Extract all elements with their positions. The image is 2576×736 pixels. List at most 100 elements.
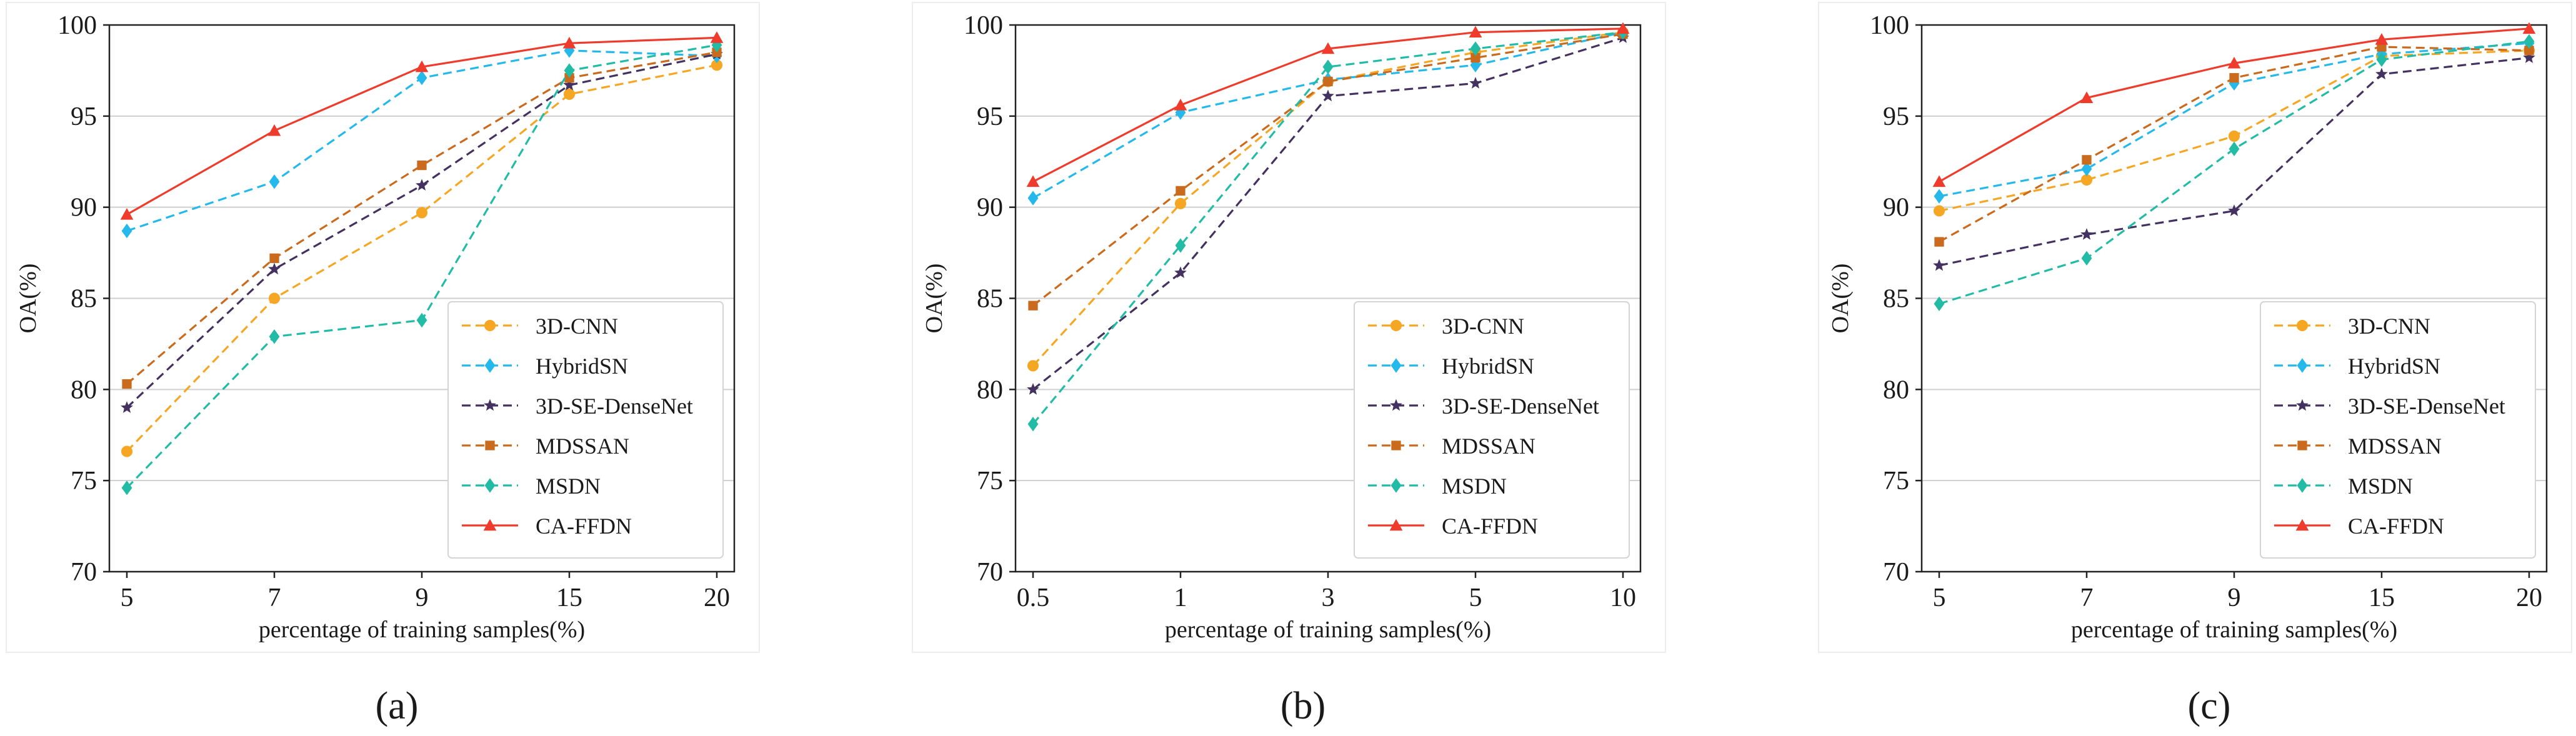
data-point bbox=[268, 292, 281, 304]
legend-marker bbox=[2295, 519, 2309, 531]
y-tick-label: 95 bbox=[71, 102, 97, 131]
y-tick-label: 100 bbox=[1870, 11, 1909, 40]
legend-marker bbox=[484, 319, 496, 332]
legend-marker bbox=[1389, 519, 1403, 531]
chart-panel: 70 75 80 85 90 95 100 0.5 1 3 5 10 percentage of tra… bbox=[912, 2, 1666, 727]
data-point bbox=[1322, 89, 1334, 102]
data-point bbox=[416, 207, 428, 219]
data-point bbox=[1026, 175, 1040, 187]
y-tick-label: 75 bbox=[1883, 467, 1909, 495]
y-tick-label: 95 bbox=[977, 102, 1003, 131]
series-3d-cnn bbox=[121, 59, 723, 457]
data-point bbox=[415, 60, 429, 72]
legend-item: MSDN bbox=[462, 474, 601, 499]
x-axis-label: percentage of training samples(%) bbox=[259, 617, 585, 643]
x-tick-label: 10 bbox=[1610, 584, 1636, 612]
legend-marker bbox=[1390, 478, 1402, 493]
series-line bbox=[126, 51, 717, 385]
panel-label: (a) bbox=[376, 685, 419, 727]
data-point bbox=[1469, 76, 1482, 89]
legend-label: CA-FFDN bbox=[536, 514, 632, 539]
y-tick-label: 80 bbox=[71, 375, 97, 404]
y-tick-label: 100 bbox=[57, 11, 97, 40]
legend-marker bbox=[485, 440, 495, 450]
series-3d-se-densenet bbox=[1933, 51, 2535, 271]
panel-frame bbox=[912, 2, 1666, 653]
x-tick-label: 3 bbox=[1322, 584, 1335, 612]
data-point bbox=[1027, 417, 1039, 432]
data-point bbox=[1027, 191, 1039, 206]
legend-item: MDSSAN bbox=[2274, 434, 2442, 459]
legend-marker bbox=[484, 399, 496, 411]
legend-label: HybridSN bbox=[1442, 354, 1534, 379]
x-tick-label: 20 bbox=[2516, 584, 2542, 612]
x-tick-label: 5 bbox=[121, 584, 134, 612]
data-point bbox=[1174, 98, 1187, 111]
data-point bbox=[1934, 237, 1944, 247]
y-tick-label: 85 bbox=[1883, 285, 1909, 314]
data-point bbox=[120, 207, 134, 220]
series-line bbox=[1032, 33, 1624, 307]
legend: 3D-CNN HybridSN 3D-SE-DenseNet MDSSAN MSDN CA… bbox=[2260, 301, 2536, 559]
y-tick-label: 70 bbox=[71, 558, 97, 587]
series-line bbox=[1032, 31, 1624, 425]
legend-marker bbox=[2296, 319, 2309, 332]
x-tick-label: 7 bbox=[268, 584, 281, 612]
series-msdn bbox=[1934, 34, 2535, 311]
data-point bbox=[121, 480, 132, 495]
y-tick-label: 95 bbox=[1883, 102, 1909, 131]
data-point bbox=[564, 63, 575, 78]
data-point bbox=[562, 36, 576, 49]
series-line bbox=[1939, 56, 2530, 267]
legend-marker bbox=[2297, 358, 2308, 373]
legend-item: MSDN bbox=[1368, 474, 1507, 499]
legend-label: MDSSAN bbox=[1442, 434, 1535, 459]
series-3d-cnn bbox=[1933, 44, 2535, 217]
data-point bbox=[563, 78, 576, 91]
data-point bbox=[2523, 51, 2535, 63]
x-tick-label: 7 bbox=[2080, 584, 2094, 612]
data-point bbox=[416, 179, 428, 191]
data-point bbox=[416, 70, 427, 86]
legend-item: 3D-SE-DenseNet bbox=[2274, 394, 2505, 419]
legend-marker bbox=[1390, 399, 1402, 411]
legend: 3D-CNN HybridSN 3D-SE-DenseNet MDSSAN MSDN CA… bbox=[1354, 301, 1630, 559]
y-tick-label: 80 bbox=[977, 375, 1003, 404]
data-point bbox=[710, 31, 724, 43]
data-point bbox=[2229, 141, 2240, 157]
legend-label: 3D-CNN bbox=[2348, 314, 2430, 339]
data-point bbox=[1470, 41, 1481, 56]
data-point bbox=[2229, 72, 2239, 83]
legend-label: 3D-SE-DenseNet bbox=[536, 394, 693, 419]
y-tick-label: 70 bbox=[977, 558, 1003, 587]
panel-frame bbox=[1818, 2, 2572, 653]
legend-item: CA-FFDN bbox=[462, 514, 632, 539]
legend-marker bbox=[484, 358, 496, 373]
data-point bbox=[121, 223, 132, 239]
x-tick-label: 9 bbox=[416, 584, 429, 612]
data-point bbox=[2080, 228, 2093, 240]
legend-item: 3D-SE-DenseNet bbox=[1368, 394, 1599, 419]
data-point bbox=[1933, 259, 1945, 271]
legend-item: 3D-SE-DenseNet bbox=[462, 394, 693, 419]
legend-item: HybridSN bbox=[2274, 354, 2440, 379]
legend-label: HybridSN bbox=[536, 354, 628, 379]
x-tick-label: 1 bbox=[1174, 584, 1187, 612]
legend-marker bbox=[2296, 399, 2309, 411]
data-point bbox=[1322, 59, 1334, 74]
data-point bbox=[1027, 382, 1039, 395]
series-line bbox=[1032, 31, 1624, 199]
data-point bbox=[1321, 42, 1335, 54]
x-tick-label: 15 bbox=[556, 584, 582, 612]
y-axis-label: OA(%) bbox=[1827, 264, 1854, 334]
y-tick-label: 85 bbox=[977, 285, 1003, 314]
legend-item: MSDN bbox=[2274, 474, 2413, 499]
chart-panel: 70 75 80 85 90 95 100 5 7 9 15 20 percentage of trai… bbox=[6, 2, 760, 727]
legend-item: MDSSAN bbox=[462, 434, 629, 459]
data-point bbox=[1027, 360, 1039, 372]
legend-label: MDSSAN bbox=[536, 434, 629, 459]
legend-marker bbox=[1390, 358, 1402, 373]
data-point bbox=[2227, 56, 2241, 69]
y-tick-label: 90 bbox=[977, 194, 1003, 222]
